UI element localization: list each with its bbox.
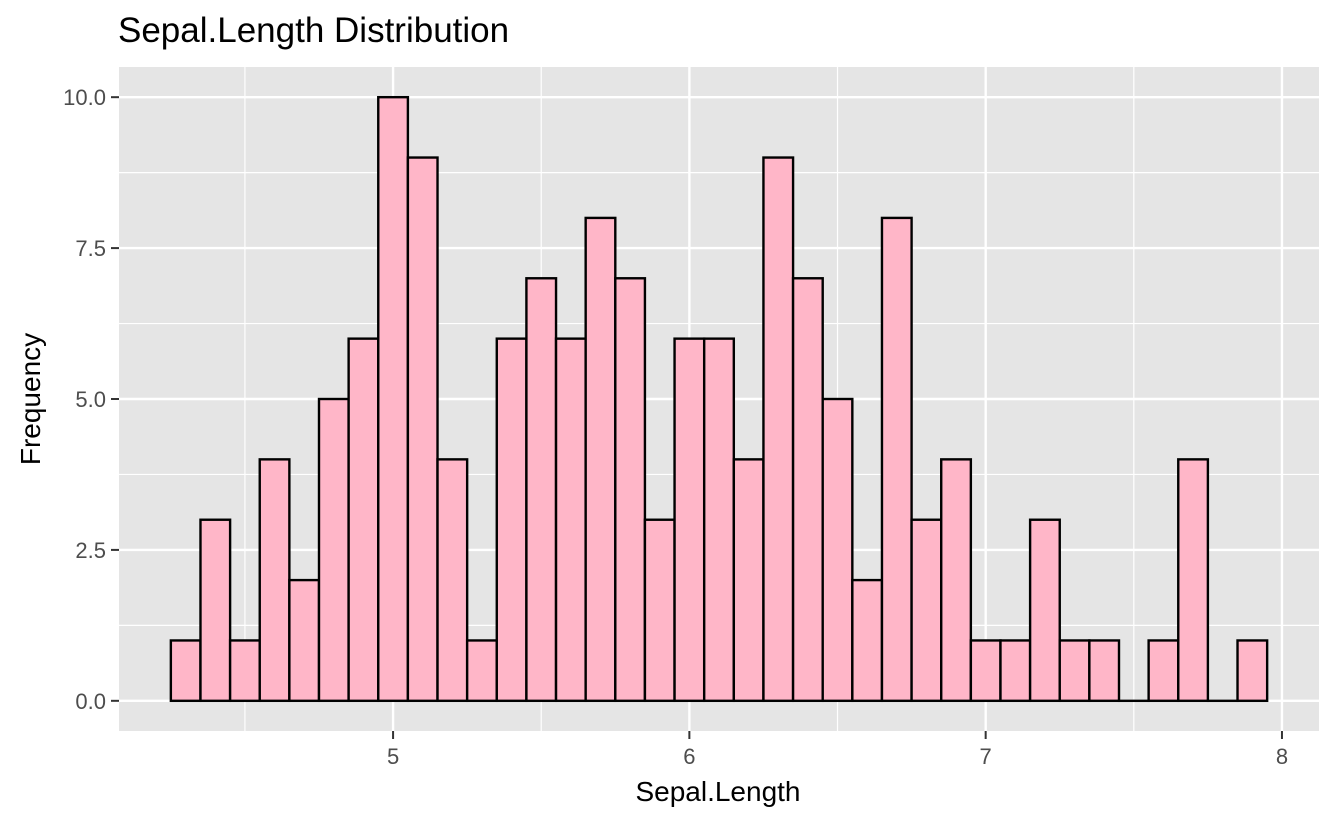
y-axis-ticks: 0.0 2.5 5.0 7.5 10.0 xyxy=(63,85,119,714)
histogram-bar xyxy=(584,216,617,703)
histogram-bar xyxy=(732,458,765,703)
histogram-bar xyxy=(377,95,410,703)
y-axis-title: Frequency xyxy=(15,333,46,465)
histogram-bar xyxy=(465,639,498,703)
histogram-bar xyxy=(999,639,1032,703)
histogram-bar xyxy=(880,216,913,703)
histogram-bar xyxy=(643,518,676,703)
histogram-bar xyxy=(1058,639,1091,703)
histogram-bar xyxy=(228,639,261,703)
histogram-bar xyxy=(969,639,1002,703)
histogram-bar xyxy=(347,337,380,703)
histogram-bar xyxy=(169,639,202,703)
histogram-bar xyxy=(1236,639,1269,703)
histogram-bar xyxy=(1147,639,1180,703)
y-tick-label: 2.5 xyxy=(75,538,106,563)
histogram-bar xyxy=(495,337,528,703)
histogram-bar xyxy=(910,518,943,703)
histogram-bar xyxy=(614,277,647,703)
histogram-bar xyxy=(1028,518,1061,703)
histogram-bar xyxy=(673,337,706,703)
histogram-bar xyxy=(436,458,469,703)
histogram-bar xyxy=(1177,458,1210,703)
histogram-bar xyxy=(525,277,558,703)
histogram-bar xyxy=(406,156,439,703)
histogram-bar xyxy=(821,397,854,703)
histogram-bar xyxy=(554,337,587,703)
histogram-bar xyxy=(762,156,795,703)
histogram-bars xyxy=(169,95,1269,703)
histogram-bar xyxy=(317,397,350,703)
y-tick-label: 5.0 xyxy=(75,387,106,412)
histogram-bar xyxy=(258,458,291,703)
chart-title: Sepal.Length Distribution xyxy=(118,11,509,50)
x-tick-label: 8 xyxy=(1276,744,1288,769)
histogram-bar xyxy=(702,337,736,703)
histogram-bar xyxy=(791,277,824,703)
x-tick-label: 6 xyxy=(683,744,695,769)
x-axis-ticks: 5 6 7 8 xyxy=(387,731,1288,769)
histogram-bar xyxy=(199,518,232,703)
histogram-bar xyxy=(851,578,884,703)
x-axis-title: Sepal.Length xyxy=(635,776,800,807)
x-tick-label: 7 xyxy=(980,744,992,769)
histogram-bar xyxy=(940,458,973,703)
y-tick-label: 10.0 xyxy=(63,85,106,110)
y-tick-label: 7.5 xyxy=(75,236,106,261)
histogram-bar xyxy=(288,578,321,703)
x-tick-label: 5 xyxy=(387,744,399,769)
y-tick-label: 0.0 xyxy=(75,689,106,714)
histogram-bar xyxy=(1088,639,1121,703)
